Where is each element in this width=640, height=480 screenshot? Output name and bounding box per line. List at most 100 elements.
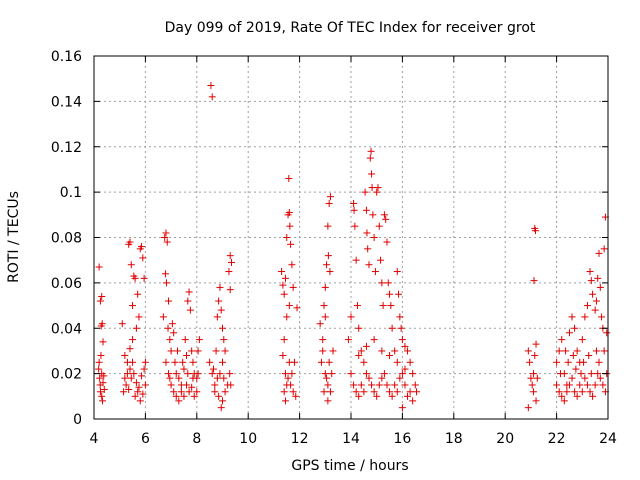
data-point xyxy=(166,336,174,344)
data-point xyxy=(375,381,383,389)
data-point xyxy=(529,388,537,396)
data-point xyxy=(208,93,216,101)
data-point xyxy=(583,302,591,310)
data-point xyxy=(555,347,563,355)
data-point xyxy=(592,297,600,305)
data-point xyxy=(175,374,183,382)
data-point xyxy=(126,365,134,373)
x-tick-label: 22 xyxy=(548,431,566,447)
data-point xyxy=(361,188,369,196)
data-point xyxy=(382,215,390,223)
data-point xyxy=(383,381,391,389)
data-point xyxy=(170,329,178,337)
data-point xyxy=(279,281,287,289)
data-point xyxy=(289,283,297,291)
data-point xyxy=(211,388,219,396)
data-point xyxy=(373,392,381,400)
data-point xyxy=(141,358,149,366)
data-point xyxy=(600,245,608,253)
data-point xyxy=(293,304,301,312)
data-point xyxy=(98,392,106,400)
data-point xyxy=(569,351,577,359)
data-point xyxy=(524,404,532,412)
data-point xyxy=(401,381,409,389)
data-point xyxy=(595,358,603,366)
data-point xyxy=(383,238,391,246)
data-point xyxy=(226,286,234,294)
data-point xyxy=(380,370,388,378)
data-point xyxy=(365,261,373,269)
data-point xyxy=(206,358,214,366)
data-point xyxy=(367,147,375,155)
data-point xyxy=(377,256,385,264)
data-point xyxy=(210,365,218,373)
data-point xyxy=(161,234,169,241)
data-point xyxy=(96,388,104,396)
data-point xyxy=(528,381,536,389)
data-point xyxy=(185,388,193,396)
data-point xyxy=(365,374,373,382)
data-point xyxy=(289,388,297,396)
data-point xyxy=(398,336,406,344)
data-point xyxy=(132,379,140,387)
data-point xyxy=(138,243,146,251)
data-point xyxy=(284,374,292,382)
data-point xyxy=(362,342,370,350)
data-point xyxy=(369,211,377,219)
data-point xyxy=(558,392,566,400)
data-point xyxy=(96,381,104,389)
data-point xyxy=(211,381,219,389)
data-point xyxy=(576,381,584,389)
data-point xyxy=(378,347,386,355)
data-point xyxy=(393,268,401,276)
data-point xyxy=(135,313,143,321)
data-point xyxy=(353,302,361,310)
data-point xyxy=(350,381,358,389)
data-point xyxy=(183,381,191,389)
data-point xyxy=(565,381,573,389)
data-point xyxy=(562,347,570,355)
data-point xyxy=(388,324,396,332)
data-point xyxy=(131,392,139,400)
data-point xyxy=(583,381,591,389)
data-point xyxy=(595,249,603,257)
data-point xyxy=(283,234,291,241)
data-point xyxy=(362,370,370,378)
data-point xyxy=(319,336,327,344)
data-point xyxy=(581,374,589,382)
y-tick-label: 0.06 xyxy=(51,276,82,292)
data-point xyxy=(217,404,225,412)
data-point xyxy=(100,386,108,394)
data-point xyxy=(140,274,148,282)
data-point xyxy=(370,336,378,344)
data-point xyxy=(321,370,329,378)
data-point xyxy=(527,374,535,382)
data-point xyxy=(571,324,579,332)
data-point xyxy=(172,392,180,400)
data-point xyxy=(180,392,188,400)
data-point xyxy=(603,329,611,337)
data-point xyxy=(280,290,288,298)
data-point xyxy=(587,277,595,285)
data-point xyxy=(320,302,328,310)
data-point xyxy=(288,370,296,378)
data-point xyxy=(589,290,597,298)
data-point xyxy=(572,365,580,373)
x-tick-label: 18 xyxy=(445,431,463,447)
data-point xyxy=(391,381,399,389)
data-point xyxy=(564,358,572,366)
data-point xyxy=(578,388,586,396)
data-point xyxy=(532,397,540,405)
data-point xyxy=(221,388,229,396)
data-point xyxy=(396,374,404,382)
data-point xyxy=(165,370,173,378)
data-point xyxy=(180,365,188,373)
data-point xyxy=(185,288,193,296)
data-point xyxy=(226,370,234,378)
data-point xyxy=(162,229,170,237)
data-point xyxy=(387,302,395,310)
data-point xyxy=(568,313,576,321)
data-point xyxy=(373,188,381,196)
data-point xyxy=(188,347,196,355)
